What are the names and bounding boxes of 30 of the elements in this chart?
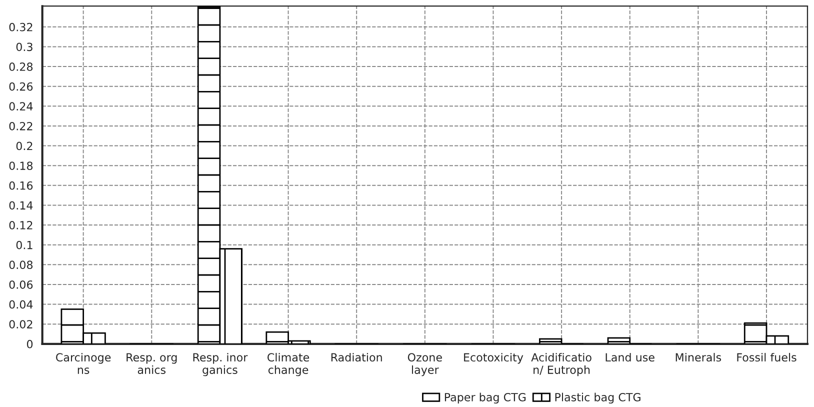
y-tick-label: 0.08	[9, 260, 33, 270]
legend-label: Plastic bag CTG	[555, 392, 640, 404]
y-tick-label: 0.24	[9, 102, 33, 111]
x-tick-label: Land use	[606, 352, 654, 362]
y-tick-label: 0.18	[9, 162, 33, 170]
x-tick-label: Acidificatio n/ Eutroph	[531, 352, 592, 376]
y-tick-label: 0.02	[9, 320, 32, 328]
y-tick-label: 0.12	[9, 221, 32, 230]
y-tick-label: 0	[26, 340, 33, 348]
x-tick-label: Radiation	[331, 352, 382, 362]
x-tick-label: Climate change	[268, 352, 310, 376]
y-tick-label: 0.28	[9, 62, 33, 71]
y-tick-label: 0.3	[16, 42, 32, 52]
y-tick-label: 0.22	[9, 122, 32, 130]
x-tick-label: Resp. org anics	[126, 353, 177, 374]
y-tick-label: 0.04	[9, 300, 33, 309]
y-tick-label: 0.14	[9, 201, 33, 210]
y-tick-label: 0.26	[9, 82, 33, 91]
x-tick-label: Ecotoxicity	[464, 352, 524, 364]
x-tick-label: Resp. inor ganics	[193, 352, 248, 376]
y-tick-label: 0.06	[9, 280, 33, 289]
x-tick-label: Ozone layer	[408, 353, 442, 376]
y-tick-label: 0.2	[16, 142, 32, 150]
x-tick-label: Carcinoge ns	[56, 352, 111, 374]
y-tick-label: 0.32	[9, 22, 32, 32]
legend-label: Paper bag CTG	[444, 392, 526, 404]
y-tick-label: 0.16	[9, 181, 33, 190]
y-tick-label: 0.1	[16, 240, 32, 250]
x-tick-label: Fossil fuels	[737, 352, 796, 362]
x-tick-label: Minerals	[676, 352, 722, 362]
